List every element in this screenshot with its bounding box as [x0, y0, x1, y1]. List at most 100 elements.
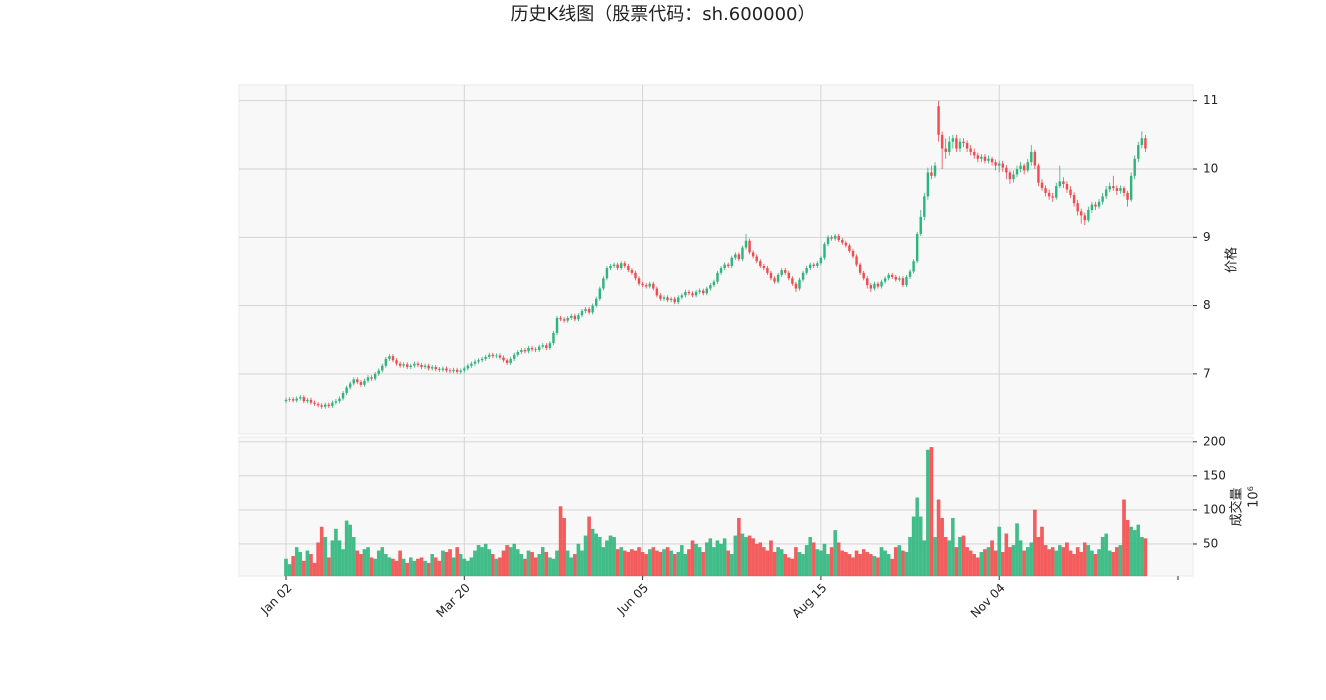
candle-body [327, 404, 331, 406]
candle-body [644, 285, 648, 287]
volume-bar [762, 547, 766, 577]
volume-bar [655, 550, 659, 577]
candle-body [1122, 188, 1126, 193]
volume-bar [651, 547, 656, 577]
volume-bar [815, 549, 820, 577]
x-tick-label: Jan 02 [257, 581, 294, 618]
volume-bar [1068, 550, 1073, 577]
volume-bar [737, 517, 741, 577]
volume-bar [726, 550, 730, 577]
volume-bar [958, 537, 962, 577]
volume-bar [505, 545, 509, 577]
volume-bar [598, 537, 602, 577]
candle-body [652, 283, 655, 289]
volume-bar [287, 564, 292, 577]
candle-body [919, 216, 922, 234]
candle-body [1112, 186, 1115, 189]
volume-bar [491, 554, 495, 577]
candle-body [1097, 201, 1101, 207]
candle-body [395, 360, 398, 364]
candle-body [1076, 203, 1079, 212]
candle-body [427, 365, 430, 369]
candle-body [331, 402, 334, 406]
candle-body [997, 163, 1001, 166]
volume-bar [876, 557, 880, 577]
candle-body [373, 373, 377, 379]
candle-body [883, 278, 887, 282]
volume-bar [947, 540, 952, 577]
candle-body [502, 357, 505, 361]
candle-body [937, 106, 940, 135]
volume-bar [416, 558, 420, 577]
candle-body [801, 272, 805, 280]
volume-bar [911, 516, 916, 577]
y-tick-label: 7 [1203, 366, 1211, 380]
volume-bar [530, 552, 534, 577]
candle-body [306, 399, 309, 402]
candle-body [366, 377, 370, 381]
y-tick-label: 100 [1203, 502, 1226, 516]
volume-bar [729, 554, 734, 577]
candle-body [812, 264, 815, 266]
candle-body [545, 345, 548, 348]
candle-body [855, 256, 858, 265]
candle-body [1033, 151, 1037, 166]
volume-bar [519, 554, 524, 577]
candle-body [470, 363, 473, 366]
candle-body [898, 278, 901, 280]
volume-bar [972, 554, 976, 577]
candle-body [452, 369, 455, 372]
candle-body [580, 311, 584, 316]
candle-body [491, 354, 495, 357]
volume-bar [348, 524, 352, 577]
volume-bar [851, 557, 855, 577]
candle-body [694, 291, 698, 296]
volume-bar [1050, 547, 1055, 577]
volume-bar [665, 547, 670, 577]
volume-bar [954, 547, 959, 577]
volume-bar [1058, 545, 1062, 577]
candle-body [320, 405, 323, 407]
candle-body [1104, 189, 1108, 197]
volume-bar [676, 552, 681, 577]
candle-body [730, 257, 733, 266]
volume-bar [573, 554, 577, 577]
volume-bar [501, 550, 506, 577]
volume-bar [451, 557, 456, 577]
volume-bar [672, 554, 677, 577]
volume-bar [1097, 549, 1101, 577]
candle-body [1026, 162, 1029, 171]
candle-body [505, 360, 509, 363]
candle-body [1094, 204, 1097, 207]
candle-body [341, 393, 345, 399]
candle-body [962, 141, 965, 144]
volume-bar [797, 552, 802, 577]
candle-body [769, 272, 773, 279]
volume-bar [840, 550, 845, 577]
candle-body [794, 283, 798, 289]
candle-body [577, 315, 580, 320]
candle-body [687, 291, 691, 294]
volume-bar [376, 550, 381, 577]
volume-bar [772, 552, 777, 577]
candle-body [1133, 158, 1136, 176]
candle-body [1062, 181, 1065, 185]
candle-body [719, 268, 723, 273]
volume-bar [569, 557, 574, 577]
volume-bar [291, 556, 295, 577]
volume-bar [647, 549, 652, 577]
candle-body [751, 252, 755, 257]
candle-body [345, 387, 348, 394]
candle-body [798, 279, 801, 289]
candle-body [912, 261, 915, 272]
volume-bar [540, 547, 545, 577]
chart-title: 历史K线图（股票代码：sh.600000） [510, 4, 815, 25]
candle-body [808, 264, 812, 269]
volume-bar [854, 550, 859, 577]
volume-bar [819, 550, 823, 577]
candle-body [726, 264, 730, 266]
volume-bar [1018, 540, 1023, 577]
volume-bar [316, 542, 320, 577]
volume-bar [1111, 552, 1116, 577]
